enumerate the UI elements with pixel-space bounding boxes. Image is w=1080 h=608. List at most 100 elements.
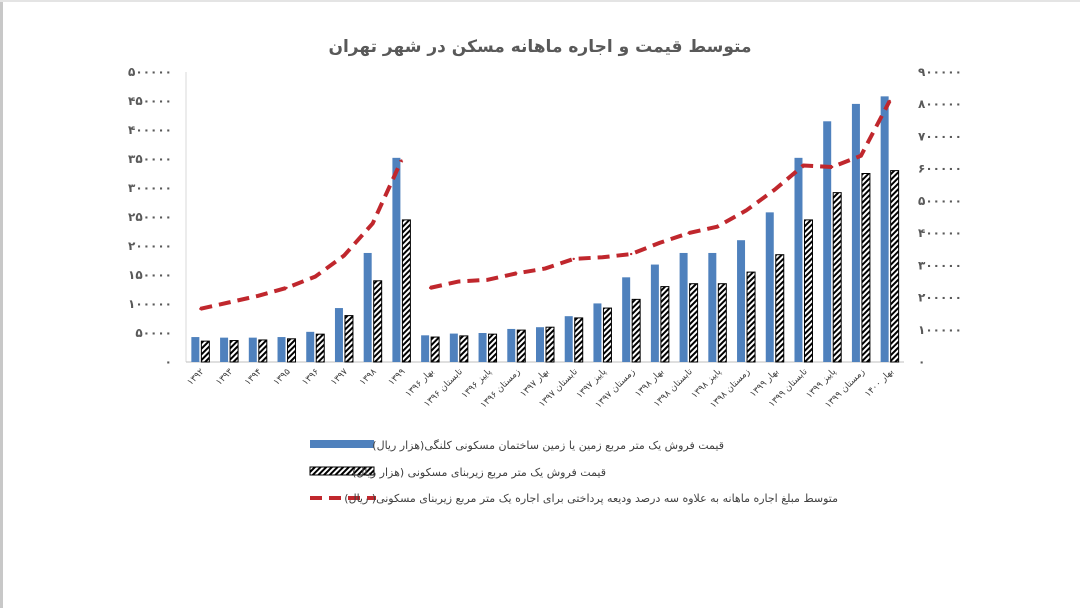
window-left-border xyxy=(0,0,3,608)
bar-floor-price xyxy=(229,340,239,363)
category-label: بهار ۱۴۰۰ xyxy=(863,367,895,399)
bar-floor-price xyxy=(488,333,498,363)
left-axis-tick-label: ۴۰۰۰۰۰ xyxy=(128,123,172,137)
left-axis-tick-label: ۵۰۰۰۰ xyxy=(135,326,172,340)
bar-land-price xyxy=(536,327,544,362)
rent-line-point xyxy=(658,241,662,244)
bar-land-price xyxy=(708,252,717,362)
left-axis-tick-label: ۲۵۰۰۰۰ xyxy=(128,210,172,224)
bar-floor-price xyxy=(574,317,584,363)
bar-floor-price xyxy=(401,219,411,363)
rent-line-seasonal xyxy=(429,100,892,290)
bar-floor-price xyxy=(832,192,842,363)
bar-land-price xyxy=(306,331,315,362)
category-label: ۱۳۹۲ xyxy=(186,367,207,388)
bar-floor-price xyxy=(631,298,641,363)
right-axis-tick-label: ۶۰۰۰۰۰ xyxy=(918,162,962,176)
rent-line-point xyxy=(342,254,346,257)
left-axis-tick-label: ۵۰۰۰۰۰ xyxy=(128,65,172,79)
rent-line-point xyxy=(601,256,604,259)
left-axis-tick-label: ۱۰۰۰۰۰ xyxy=(128,297,172,311)
rent-line-point xyxy=(744,209,748,212)
bar-floor-price xyxy=(287,338,297,363)
bar-floor-price xyxy=(717,283,727,363)
bar-land-price xyxy=(765,212,774,362)
rent-line-point xyxy=(314,275,317,278)
bar-land-price xyxy=(679,252,688,362)
bar-land-price xyxy=(593,303,602,362)
rent-line-point xyxy=(227,301,231,304)
left-axis-tick-label: ۱۵۰۰۰۰ xyxy=(128,268,172,282)
right-axis-tick-label: ۲۰۰۰۰۰ xyxy=(918,291,962,305)
category-label: ۱۳۹۷ xyxy=(329,367,350,388)
bar-land-price xyxy=(564,316,573,362)
rent-line-point xyxy=(371,222,374,225)
bar-land-price xyxy=(191,337,200,362)
rent-line-point xyxy=(400,159,403,162)
category-label: ۱۳۹۴ xyxy=(243,367,264,388)
category-label: ۱۳۹۵ xyxy=(272,367,293,388)
rent-line-point xyxy=(285,286,288,290)
right-axis-tick-label: ۹۰۰۰۰۰ xyxy=(918,65,962,79)
bar-land-price xyxy=(277,337,286,362)
bar-land-price xyxy=(421,335,430,362)
legend-label-land-price: قیمت فروش یک متر مربع زمین یا زمین ساختم… xyxy=(372,439,724,452)
right-axis-tick-label: ۳۰۰۰۰۰ xyxy=(918,258,962,272)
bar-floor-price xyxy=(689,283,699,363)
rent-line-point xyxy=(256,294,259,298)
bar-floor-price xyxy=(775,254,785,363)
bar-floor-price xyxy=(803,219,813,363)
bar-floor-price xyxy=(459,335,469,363)
bar-floor-price xyxy=(660,286,670,363)
rent-line-group xyxy=(199,99,892,311)
category-label: ۱۳۹۸ xyxy=(358,367,379,388)
window-top-border xyxy=(0,0,1080,2)
bar-land-price xyxy=(220,337,229,362)
category-label: ۱۳۹۹ xyxy=(387,367,408,388)
legend: قیمت فروش یک متر مربع زمین یا زمین ساختم… xyxy=(309,439,838,505)
bar-floor-price xyxy=(746,271,756,363)
bar-floor-price xyxy=(861,173,871,363)
right-axis-tick-label: ۴۰۰۰۰۰ xyxy=(918,226,962,240)
right-axis-ticks: ۰ ۱۰۰۰۰۰ ۲۰۰۰۰۰ ۳۰۰۰۰۰ ۴۰۰۰۰۰ ۵۰۰۰۰۰ ۶۰۰۰۰۰ ۷۰۰… xyxy=(918,65,962,369)
bars-group xyxy=(191,96,900,363)
bar-floor-price xyxy=(373,280,383,363)
bar-land-price xyxy=(650,264,659,362)
bar-land-price xyxy=(449,333,458,362)
bar-land-price xyxy=(851,103,860,363)
bar-floor-price xyxy=(200,340,210,363)
legend-label-rent: متوسط مبلغ اجاره ماهانه به علاوه سه درصد… xyxy=(344,492,838,505)
bar-floor-price xyxy=(258,339,268,363)
rent-line-point xyxy=(859,154,863,157)
bar-land-price xyxy=(737,240,746,362)
right-axis-tick-label: ۷۰۰۰۰۰ xyxy=(918,129,962,143)
left-axis-tick-label: ۳۰۰۰۰۰ xyxy=(128,181,172,195)
left-axis-tick-label: ۳۵۰۰۰۰ xyxy=(128,152,172,166)
bar-land-price xyxy=(507,328,516,362)
category-label: ۱۳۹۳ xyxy=(214,367,235,388)
bar-land-price xyxy=(823,121,832,362)
bar-land-price xyxy=(880,96,889,363)
right-axis-tick-label: ۰ xyxy=(918,355,925,369)
bar-land-price xyxy=(622,277,631,362)
bar-land-price xyxy=(794,157,803,362)
rent-line-point xyxy=(199,307,202,311)
bar-land-price xyxy=(248,337,257,362)
rent-line-point xyxy=(457,280,461,283)
chart-title: متوسط قیمت و اجاره ماهانه مسکن در شهر ته… xyxy=(328,37,751,57)
rent-line-point xyxy=(543,267,547,270)
rent-line-point xyxy=(716,225,719,228)
right-axis-tick-label: ۸۰۰۰۰۰ xyxy=(918,97,962,111)
rent-line-point xyxy=(888,99,891,103)
legend-label-floor-price: قیمت فروش یک متر مربع زیربنای مسکونی (هز… xyxy=(352,466,606,479)
legend-swatch-solid-bar xyxy=(310,440,374,448)
bar-floor-price xyxy=(516,329,526,363)
bar-land-price xyxy=(478,333,487,362)
left-axis-tick-label: ۰ xyxy=(165,355,172,369)
bar-floor-price xyxy=(430,336,440,363)
left-axis-tick-label: ۴۵۰۰۰۰ xyxy=(128,94,172,108)
bar-floor-price xyxy=(344,315,354,363)
left-axis-tick-label: ۲۰۰۰۰۰ xyxy=(128,239,172,253)
